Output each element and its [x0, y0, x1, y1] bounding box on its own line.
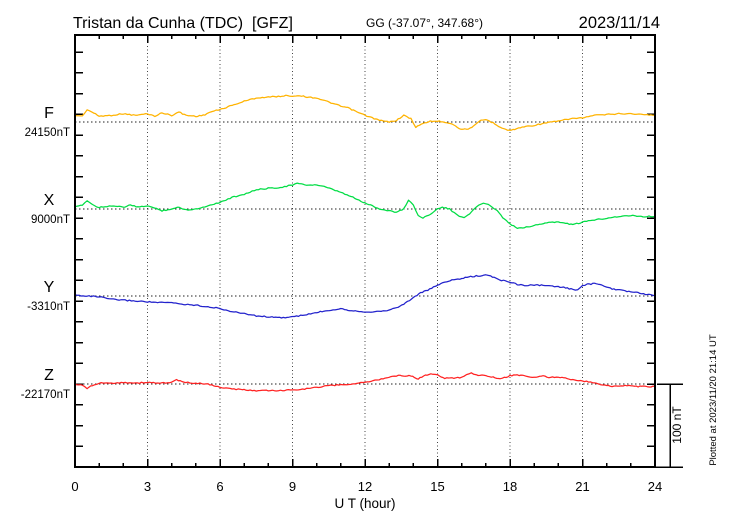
x-tick-label-3: 3 — [144, 479, 151, 494]
x-tick-labels: 0 3 6 9 12 15 18 21 24 — [71, 479, 662, 494]
x-tick-label-6: 6 — [216, 479, 223, 494]
series-label-X: X 9000nT — [31, 192, 70, 226]
series-baseline-value-Z: -22170nT — [21, 389, 70, 401]
trace-Z — [74, 372, 656, 392]
series-labels-layer: F 24150nT X 9000nT Y -3310nT Z -22170nT — [21, 105, 70, 401]
series-label-F: F 24150nT — [25, 105, 70, 139]
grid-layer — [147, 35, 583, 467]
plot-frame — [74, 34, 656, 468]
x-tick-label-18: 18 — [503, 479, 517, 494]
traces-layer — [74, 94, 656, 392]
trace-X — [74, 182, 656, 230]
series-label-Z: Z -22170nT — [21, 367, 70, 401]
x-tick-label-0: 0 — [71, 479, 78, 494]
page-title: Tristan da Cunha (TDC) [GFZ] — [73, 15, 293, 32]
series-letter-Z: Z — [44, 367, 54, 384]
series-letter-X: X — [44, 192, 55, 209]
x-tick-label-15: 15 — [430, 479, 444, 494]
series-letter-Y: Y — [44, 279, 55, 296]
x-tick-label-24: 24 — [648, 479, 662, 494]
scale-bar — [655, 383, 683, 468]
x-tick-label-21: 21 — [575, 479, 589, 494]
series-baseline-value-Y: -3310nT — [27, 301, 70, 313]
series-letter-F: F — [44, 105, 54, 122]
x-axis-label: U T (hour) — [334, 496, 395, 511]
observatory-coordinates: GG (-37.07°, 347.68°) — [366, 16, 483, 30]
trace-F — [74, 94, 656, 131]
series-label-Y: Y -3310nT — [27, 279, 70, 313]
series-baseline-value-F: 24150nT — [25, 127, 70, 139]
trace-Y — [74, 274, 656, 319]
x-tick-label-12: 12 — [358, 479, 372, 494]
scale-bar-label: 100 nT — [670, 406, 684, 444]
plot-date: 2023/11/14 — [579, 14, 660, 32]
series-baseline-value-X: 9000nT — [31, 214, 70, 226]
plotted-at-note: Plotted at 2023/11/20 21:14 UT — [708, 334, 719, 466]
x-tick-label-9: 9 — [289, 479, 296, 494]
